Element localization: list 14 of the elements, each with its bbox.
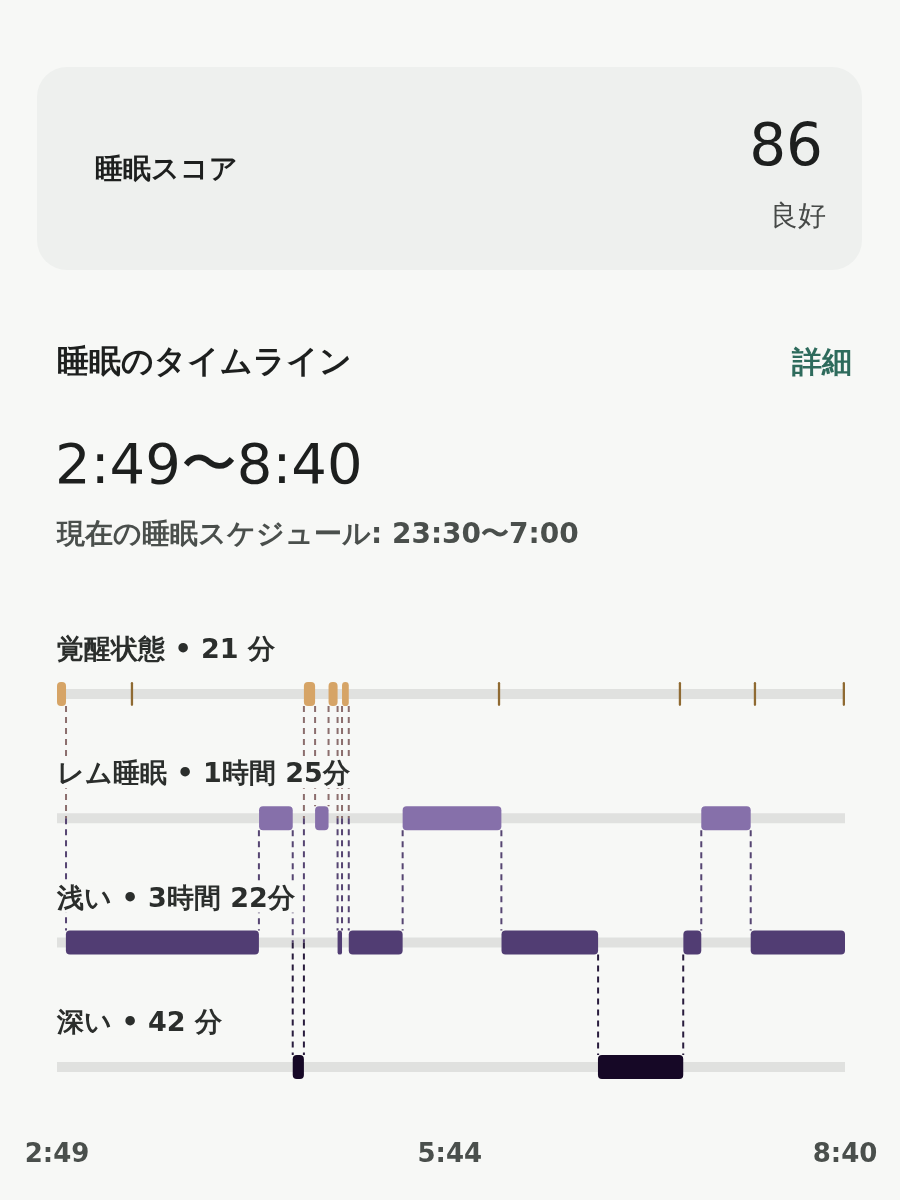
text: 現在の睡眠スケジュール: 23:30〜7:00 — [56, 517, 579, 550]
y-tick-label: 浅い • 3時間 22分 — [56, 881, 296, 913]
text: 良好 — [770, 199, 826, 232]
y-tick-label: 覚醒状態 • 21 分 — [57, 633, 277, 664]
text: 詳細 — [791, 344, 852, 379]
x-tick-label: 2:49 — [24, 1138, 90, 1168]
y-tick-label: 深い • 42 分 — [56, 1005, 224, 1037]
chart-subtitle: 2:49〜8:40 — [55, 431, 363, 496]
y-tick-label: レム睡眠 • 1時間 25分 — [57, 757, 351, 789]
text: 睡眠スコア — [95, 152, 238, 185]
x-tick-label: 5:44 — [417, 1138, 483, 1168]
chart-title: 睡眠のタイムライン — [57, 342, 352, 380]
x-tick-label: 8:40 — [812, 1138, 878, 1168]
text: 86 — [749, 111, 823, 179]
